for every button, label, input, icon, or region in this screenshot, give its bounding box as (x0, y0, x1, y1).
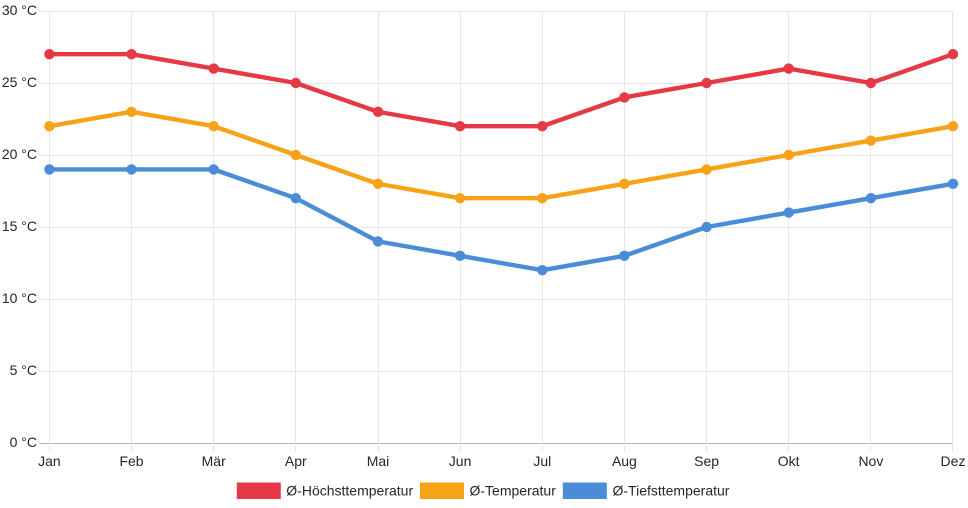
svg-text:Jul: Jul (533, 453, 551, 469)
svg-text:20 °C: 20 °C (2, 146, 37, 162)
svg-text:Jun: Jun (449, 453, 472, 469)
svg-text:Okt: Okt (778, 453, 800, 469)
svg-text:30 °C: 30 °C (2, 2, 37, 18)
svg-text:Aug: Aug (612, 453, 637, 469)
svg-text:Apr: Apr (285, 453, 307, 469)
svg-text:Dez: Dez (941, 453, 966, 469)
svg-text:Mär: Mär (202, 453, 226, 469)
svg-text:5 °C: 5 °C (10, 362, 37, 378)
svg-text:Ø-Tiefsttemperatur: Ø-Tiefsttemperatur (613, 483, 730, 499)
svg-text:Jan: Jan (38, 453, 61, 469)
svg-text:Nov: Nov (858, 453, 883, 469)
svg-text:Ø-Höchsttemperatur: Ø-Höchsttemperatur (286, 483, 413, 499)
svg-text:Feb: Feb (119, 453, 143, 469)
svg-text:15 °C: 15 °C (2, 218, 37, 234)
svg-text:Sep: Sep (694, 453, 719, 469)
svg-text:Mai: Mai (367, 453, 390, 469)
svg-text:Ø-Temperatur: Ø-Temperatur (470, 483, 557, 499)
svg-text:25 °C: 25 °C (2, 74, 37, 90)
svg-text:10 °C: 10 °C (2, 290, 37, 306)
svg-text:0 °C: 0 °C (10, 434, 37, 450)
